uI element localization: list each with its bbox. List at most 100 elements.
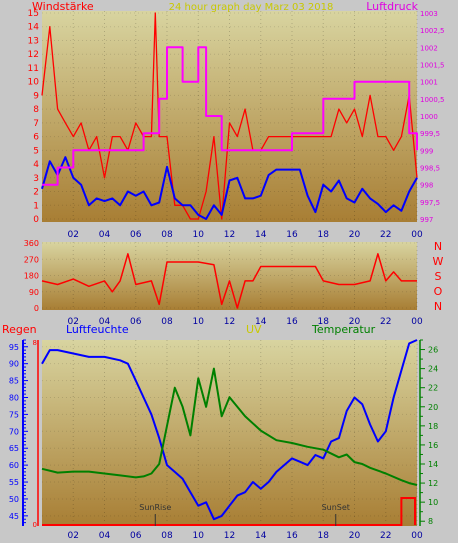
sun-markers: SunRise SunSet <box>139 503 350 526</box>
x-tick-label: 10 <box>193 531 205 541</box>
x-tick-label: 10 <box>193 230 205 240</box>
wind-y-tick-label: 9 <box>33 91 39 101</box>
temperature-label: Temperatur <box>311 323 376 336</box>
pressure-y-tick-label: 1000 <box>420 113 438 121</box>
x-tick-label: 14 <box>255 531 267 541</box>
pressure-y-tick-label: 1002,5 <box>420 27 445 35</box>
direction-y-tick-label: 0 <box>34 304 39 313</box>
temperature-y-axis: 8 10 12 14 16 18 20 22 24 26 <box>419 339 438 526</box>
x-tick-label: 06 <box>130 531 142 541</box>
temperature-y-tick-label: 8 <box>428 517 433 526</box>
pressure-y-tick-label: 1002 <box>420 44 438 52</box>
x-tick-label: 08 <box>161 531 173 541</box>
temperature-line <box>41 367 418 486</box>
pressure-line <box>42 46 418 186</box>
direction-y-tick-label: 90 <box>29 288 39 297</box>
wind-y-tick-label: 10 <box>28 78 40 88</box>
pressure-y-tick-label: 999,5 <box>420 130 440 138</box>
x-tick-label: 20 <box>349 317 361 327</box>
x-tick-label: 14 <box>255 230 267 240</box>
pressure-y-tick-label: 997,5 <box>420 199 440 207</box>
x-tick-label: 18 <box>318 531 330 541</box>
compass-label: N <box>434 240 442 253</box>
climate-plot-area <box>42 340 417 526</box>
wind-title: 24 hour graph day Marz 03 2018 <box>169 2 334 13</box>
sun-marker-label: SunSet <box>322 503 350 512</box>
wind-y-tick-label: 2 <box>33 188 39 198</box>
rain-axis: 08 <box>33 339 39 529</box>
x-tick-label: 02 <box>68 531 79 541</box>
x-tick-label: 12 <box>224 230 235 240</box>
x-tick-label: 02 <box>68 317 79 327</box>
direction-y-axis: 0 90 180 270 360 <box>24 239 39 313</box>
x-tick-label: 14 <box>255 317 267 327</box>
x-tick-label: 22 <box>380 230 391 240</box>
wind-y-tick-label: 0 <box>33 215 39 225</box>
pressure-y-axis-right: 997 997,5 998 998,5 999 999,5 1000 1000,5 1001 10… <box>420 10 445 224</box>
rain-label: Regen <box>2 323 37 336</box>
x-tick-label: 04 <box>99 317 111 327</box>
humidity-y-tick-label: 60 <box>9 461 19 470</box>
climate-series <box>41 339 418 526</box>
compass-label: W <box>433 255 444 268</box>
wind-left-label: Windstärke <box>32 0 94 13</box>
wind-y-tick-label: 1 <box>33 201 39 211</box>
wind-x-axis: 02 04 06 08 10 12 14 16 18 20 22 00 <box>68 230 423 240</box>
pressure-y-tick-label: 1001 <box>420 79 438 87</box>
humidity-y-tick-label: 85 <box>9 377 19 386</box>
humidity-y-tick-label: 50 <box>9 495 19 504</box>
wind-plot-area <box>42 11 417 222</box>
x-tick-label: 12 <box>224 317 235 327</box>
x-tick-label: 04 <box>99 531 111 541</box>
rain-line <box>42 497 416 526</box>
temperature-y-tick-label: 16 <box>428 441 438 450</box>
compass-label: S <box>435 270 442 283</box>
x-tick-label: 16 <box>286 531 298 541</box>
direction-x-axis: 02 04 06 08 10 12 14 16 18 20 22 00 <box>68 317 423 327</box>
pressure-y-tick-label: 1001,5 <box>420 62 445 70</box>
wind-y-tick-label: 4 <box>33 160 39 170</box>
rain-tick-label: 0 <box>33 521 37 529</box>
humidity-y-tick-label: 65 <box>9 444 19 453</box>
humidity-y-tick-label: 45 <box>9 512 19 521</box>
wind-gust-line <box>41 12 418 220</box>
wind-y-tick-label: 11 <box>28 64 39 74</box>
x-tick-label: 00 <box>411 230 423 240</box>
humidity-line <box>41 339 418 521</box>
temperature-y-tick-label: 10 <box>428 498 438 507</box>
wind-y-tick-label: 5 <box>33 146 39 156</box>
x-tick-label: 04 <box>99 230 111 240</box>
x-tick-label: 22 <box>380 531 391 541</box>
x-tick-label: 08 <box>161 230 173 240</box>
x-tick-label: 08 <box>161 317 173 327</box>
x-tick-label: 00 <box>411 317 423 327</box>
x-tick-label: 06 <box>130 317 142 327</box>
x-tick-label: 12 <box>224 531 235 541</box>
temperature-y-tick-label: 24 <box>428 365 438 374</box>
x-tick-label: 16 <box>286 230 298 240</box>
direction-plot-area <box>42 242 417 310</box>
temperature-y-tick-label: 14 <box>428 460 438 469</box>
x-tick-label: 20 <box>349 531 361 541</box>
humidity-y-tick-label: 75 <box>9 410 19 419</box>
x-tick-label: 02 <box>68 230 79 240</box>
pressure-y-tick-label: 1003 <box>420 10 438 18</box>
temperature-y-tick-label: 18 <box>428 422 438 431</box>
humidity-y-tick-label: 80 <box>9 393 19 402</box>
x-tick-label: 18 <box>318 317 330 327</box>
humidity-y-axis: 45 50 55 60 65 70 75 80 85 90 95 <box>9 339 28 526</box>
pressure-y-tick-label: 997 <box>420 216 433 224</box>
temperature-y-tick-label: 26 <box>428 346 438 355</box>
temperature-y-tick-label: 12 <box>428 479 438 488</box>
wind-y-tick-label: 8 <box>33 105 39 115</box>
climate-x-axis: 02 04 06 08 10 12 14 16 18 20 22 00 <box>68 531 423 541</box>
humidity-label: Luftfeuchte <box>66 323 129 336</box>
humidity-y-tick-label: 95 <box>9 343 19 352</box>
humidity-y-tick-label: 70 <box>9 427 19 436</box>
x-tick-label: 18 <box>318 230 330 240</box>
wind-pressure-panel: Windstärke 24 hour graph day Marz 03 201… <box>28 0 445 240</box>
